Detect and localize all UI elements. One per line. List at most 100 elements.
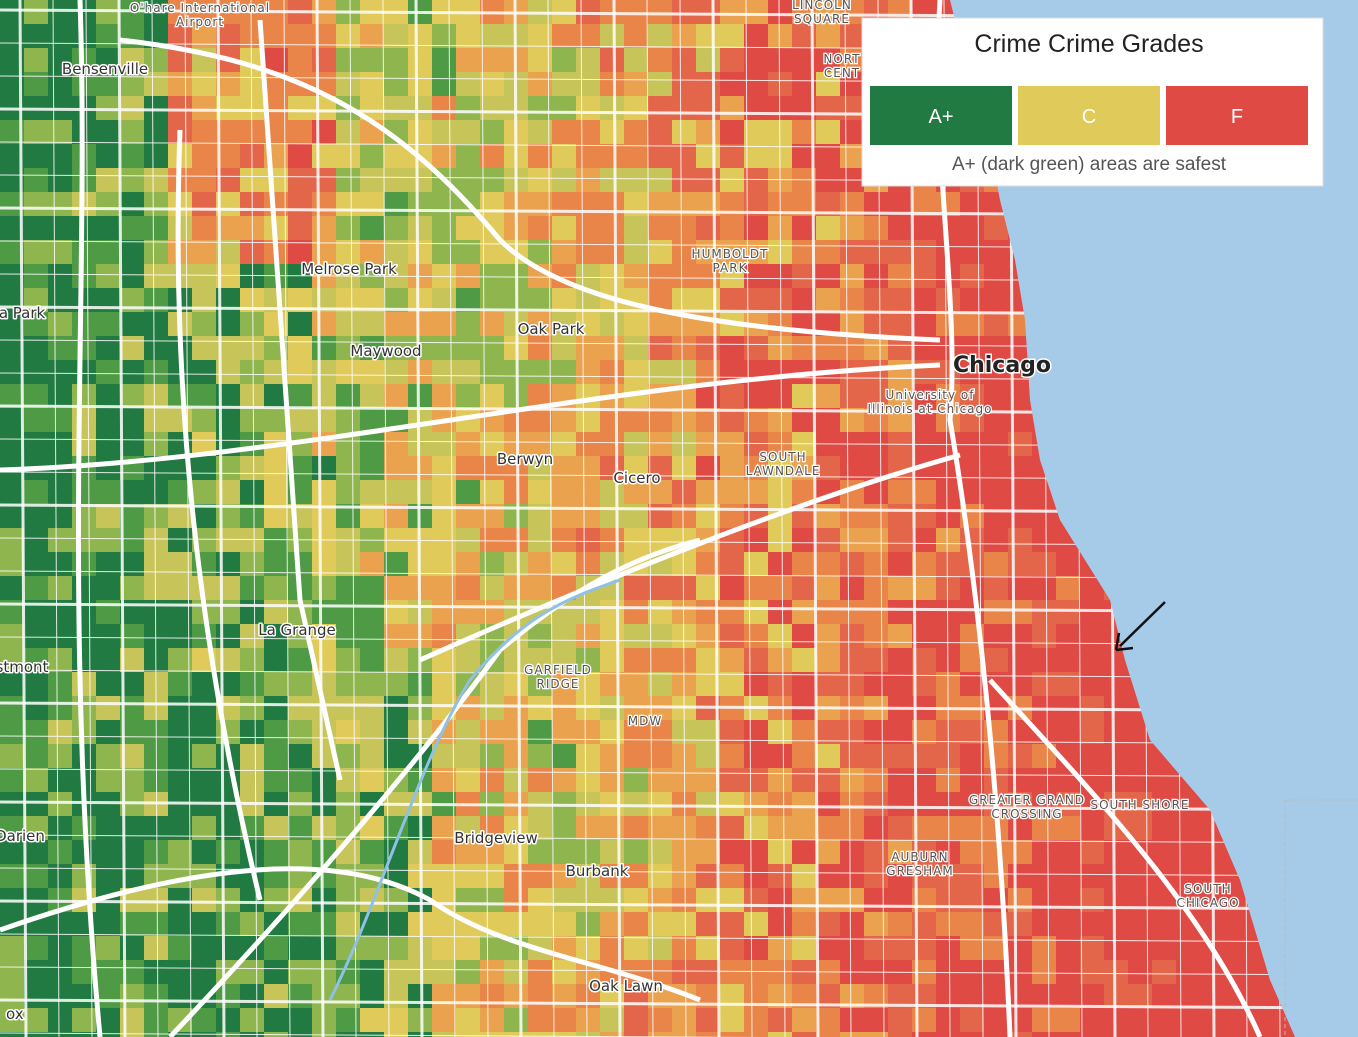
grade-tile — [336, 336, 361, 361]
grade-tile — [0, 1008, 25, 1033]
grade-tile — [576, 96, 601, 121]
grade-tile — [816, 240, 841, 265]
grade-tile — [984, 648, 1009, 673]
grade-tile — [816, 840, 841, 865]
grade-tile — [384, 432, 409, 457]
place-label: Oak Lawn — [589, 977, 663, 995]
street — [778, 0, 786, 1037]
legend-title: Crime Crime Grades — [974, 30, 1203, 58]
grade-tile — [1104, 960, 1129, 985]
grade-tile — [504, 960, 529, 985]
grade-tile — [816, 24, 841, 49]
grade-tile — [768, 384, 793, 409]
grade-tile — [720, 408, 745, 433]
grade-tile — [936, 528, 961, 553]
grade-tile — [720, 960, 745, 985]
grade-tile — [744, 792, 769, 817]
grade-tile — [648, 216, 673, 241]
grade-tile — [264, 720, 289, 745]
grade-tile — [288, 840, 313, 865]
grade-tile — [624, 24, 649, 49]
grade-tile — [576, 48, 601, 73]
grade-tile — [432, 312, 457, 337]
grade-tile — [840, 0, 865, 25]
grade-tile — [312, 384, 337, 409]
grade-tile — [240, 624, 265, 649]
street — [216, 0, 226, 1037]
grade-tile — [144, 72, 169, 97]
grade-tile — [360, 384, 385, 409]
grade-tile — [480, 744, 505, 769]
grade-tile — [72, 672, 97, 697]
grade-tile — [528, 168, 553, 193]
grade-tile — [192, 624, 217, 649]
place-label: SOUTH — [1184, 882, 1231, 896]
grade-tile — [96, 456, 121, 481]
grade-tile — [888, 888, 913, 913]
grade-tile — [192, 216, 217, 241]
grade-tile — [696, 216, 721, 241]
grade-tile — [864, 816, 889, 841]
grade-tile — [624, 768, 649, 793]
street — [481, 0, 489, 1037]
grade-tile — [336, 624, 361, 649]
grade-tile — [408, 48, 433, 73]
grade-tile — [24, 264, 49, 289]
grade-tile — [840, 936, 865, 961]
grade-tile — [840, 840, 865, 865]
grade-tile — [216, 864, 241, 889]
grade-tile — [648, 624, 673, 649]
grade-tile — [24, 480, 49, 505]
grade-tile — [48, 1032, 73, 1037]
grade-tile — [312, 480, 337, 505]
grade-tile — [432, 336, 457, 361]
grade-tile — [864, 240, 889, 265]
grade-tile — [456, 24, 481, 49]
grade-tile — [168, 504, 193, 529]
grade-tile — [192, 888, 217, 913]
grade-tile — [576, 1008, 601, 1033]
grade-tile — [960, 816, 985, 841]
grade-tile — [888, 504, 913, 529]
grade-tile — [48, 984, 73, 1009]
grade-tile — [552, 312, 577, 337]
grade-tile — [432, 480, 457, 505]
grade-tile — [216, 984, 241, 1009]
grade-tile — [96, 264, 121, 289]
grade-tile — [456, 744, 481, 769]
grade-tile — [144, 336, 169, 361]
grade-tile — [240, 744, 265, 769]
grade-tile — [1032, 648, 1057, 673]
grade-tile — [1104, 744, 1129, 769]
grade-tile — [1104, 768, 1129, 793]
grade-tile — [1008, 912, 1033, 937]
grade-tile — [576, 624, 601, 649]
grade-tile — [792, 792, 817, 817]
grade-tile — [816, 768, 841, 793]
grade-tile — [600, 144, 625, 169]
grade-tile — [528, 984, 553, 1009]
grade-tile — [552, 408, 577, 433]
grade-tile — [792, 1008, 817, 1033]
grade-tile — [960, 1008, 985, 1033]
grade-tile — [888, 288, 913, 313]
grade-tile — [720, 144, 745, 169]
grade-tile — [864, 624, 889, 649]
grade-tile — [24, 192, 49, 217]
grade-tile — [720, 24, 745, 49]
grade-tile — [672, 1032, 697, 1037]
grade-tile — [1080, 720, 1105, 745]
grade-tile — [312, 168, 337, 193]
grade-tile — [144, 840, 169, 865]
grade-tile — [936, 480, 961, 505]
grade-tile — [600, 840, 625, 865]
place-label: CHICAGO — [1176, 896, 1239, 910]
grade-tile — [576, 672, 601, 697]
grade-tile — [600, 24, 625, 49]
grade-tile — [240, 912, 265, 937]
grade-tile — [1008, 600, 1033, 625]
grade-tile — [768, 432, 793, 457]
grade-tile — [1128, 744, 1153, 769]
grade-tile — [384, 600, 409, 625]
grade-tile — [96, 408, 121, 433]
